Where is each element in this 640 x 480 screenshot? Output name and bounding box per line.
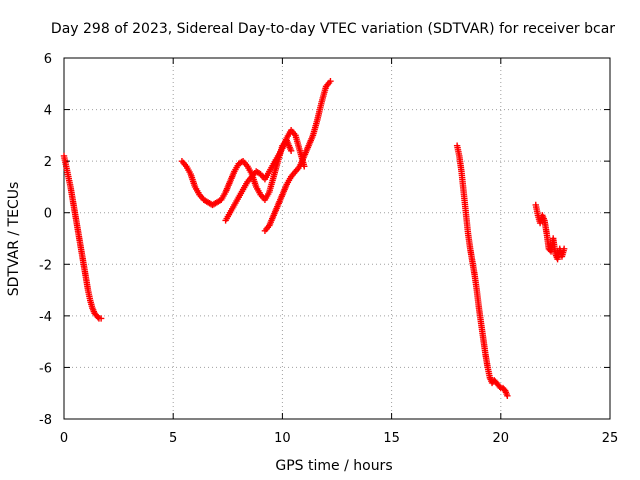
y-axis-label: SDTVAR / TECUs (6, 182, 22, 297)
data-point (287, 147, 295, 155)
data-point-interp (94, 313, 102, 321)
y-tick-label: 0 (44, 207, 52, 222)
plot-frame (63, 57, 611, 420)
x-tick-label: 5 (169, 431, 177, 446)
y-tick-label: 4 (44, 104, 52, 119)
x-axis-label: GPS time / hours (275, 458, 392, 474)
y-tick-label: -4 (39, 310, 52, 325)
y-tick-label: -6 (39, 361, 52, 376)
data-markers (60, 78, 568, 399)
y-tick-label: 2 (44, 155, 52, 170)
x-tick-label: 15 (383, 431, 400, 446)
x-tick-label: 25 (602, 431, 619, 446)
x-tick-label: 0 (60, 431, 68, 446)
data-point (327, 78, 334, 85)
data-point (97, 315, 105, 322)
x-tick-label: 20 (493, 431, 510, 446)
y-tick-label: -2 (39, 258, 52, 273)
axis-ticks: 0 5 10 15 20 25 -8 -6 -4 -2 0 2 4 6 (39, 52, 618, 446)
grid (64, 58, 610, 419)
data-point (560, 245, 568, 253)
x-tick-label: 10 (274, 431, 291, 446)
y-tick-label: 6 (44, 52, 52, 67)
chart-title: Day 298 of 2023, Sidereal Day-to-day VTE… (51, 21, 615, 37)
y-tick-label: -8 (39, 413, 52, 428)
data-point-interp (496, 383, 503, 390)
data-point (504, 392, 511, 399)
